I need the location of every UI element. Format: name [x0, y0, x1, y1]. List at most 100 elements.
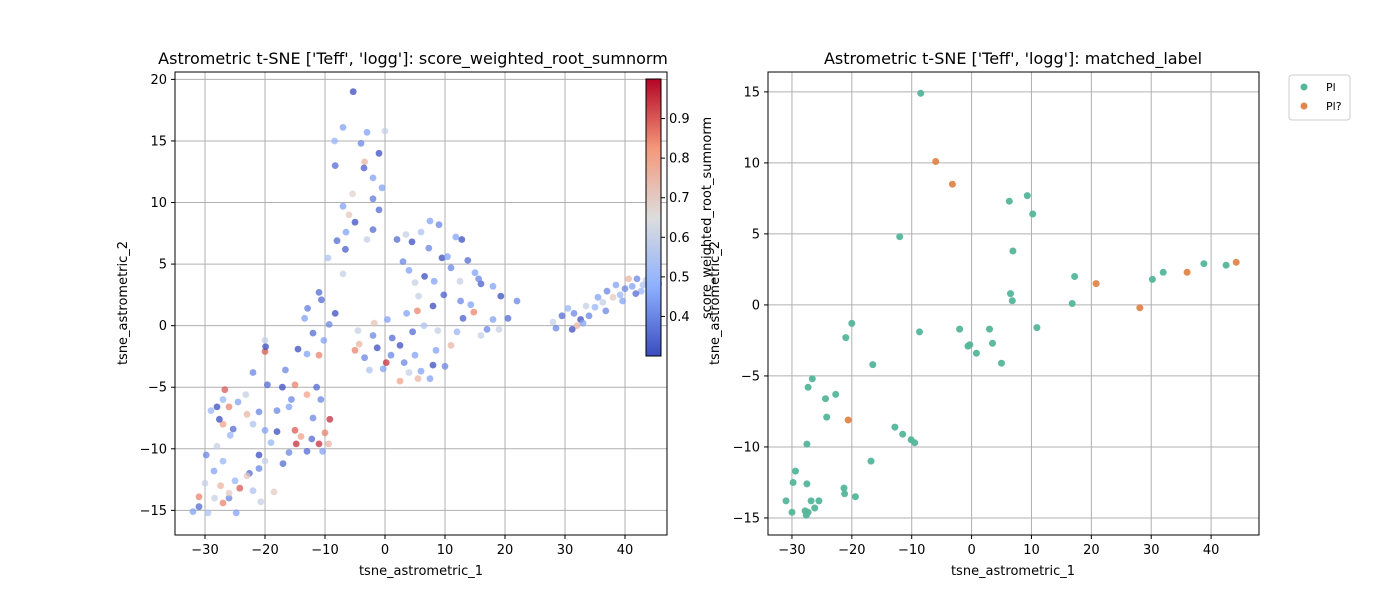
- data-point: [366, 366, 373, 374]
- colorbar: [645, 78, 662, 357]
- data-point: [303, 447, 311, 455]
- data-point: [811, 504, 819, 512]
- colorbar-tick-label: 0.7: [669, 191, 690, 206]
- data-point: [249, 420, 257, 428]
- colorbar-tick-label: 0.6: [669, 231, 690, 246]
- data-point: [1007, 290, 1014, 298]
- left-ytick-label: −5: [148, 381, 167, 396]
- data-point: [351, 346, 359, 354]
- data-point: [229, 425, 237, 433]
- data-point: [319, 447, 326, 455]
- data-point: [213, 442, 221, 450]
- data-point: [803, 480, 811, 488]
- data-point: [231, 477, 239, 485]
- data-point: [354, 327, 362, 334]
- data-point: [339, 202, 347, 210]
- data-point: [262, 343, 269, 350]
- data-point: [291, 426, 299, 434]
- data-point: [459, 314, 467, 322]
- data-point: [399, 258, 407, 265]
- data-point: [441, 362, 449, 370]
- data-point: [1008, 297, 1016, 305]
- data-point: [381, 127, 389, 135]
- data-point: [917, 89, 925, 97]
- data-point: [1159, 268, 1167, 276]
- data-point: [396, 377, 404, 385]
- data-point: [363, 236, 371, 243]
- data-point: [261, 426, 269, 434]
- right-xtick-label: −30: [778, 543, 805, 558]
- data-point: [464, 257, 472, 264]
- data-point: [483, 326, 491, 333]
- data-point: [211, 494, 219, 502]
- data-point: [261, 337, 269, 344]
- data-point: [896, 233, 904, 241]
- data-point: [349, 190, 356, 198]
- data-point: [513, 297, 521, 305]
- data-point: [815, 497, 823, 505]
- data-point: [444, 253, 451, 261]
- data-point: [457, 297, 464, 305]
- data-point: [417, 367, 425, 375]
- data-point: [294, 345, 302, 353]
- data-point: [429, 302, 437, 310]
- data-point: [349, 88, 357, 96]
- left-xtick-label: −20: [251, 543, 278, 558]
- data-point: [267, 439, 275, 446]
- left-xtick-label: −10: [311, 543, 338, 558]
- data-point: [405, 266, 413, 274]
- data-point: [321, 429, 329, 437]
- data-point: [207, 407, 215, 414]
- data-point: [369, 174, 377, 182]
- data-point: [989, 339, 996, 347]
- data-point: [213, 403, 221, 411]
- right-y-axis-label: tsne_astrometric_2: [708, 241, 723, 365]
- data-point: [1029, 210, 1037, 218]
- data-point: [324, 254, 332, 262]
- data-point: [273, 428, 281, 435]
- data-point: [972, 349, 980, 357]
- data-point: [789, 479, 797, 486]
- colorbar-tick-label: 0.8: [669, 152, 690, 167]
- right-xtick-label: 10: [1023, 543, 1040, 558]
- data-point: [842, 334, 850, 342]
- data-point: [414, 307, 421, 315]
- data-point: [425, 244, 433, 252]
- data-point: [405, 369, 413, 376]
- data-point: [285, 403, 293, 411]
- data-point: [489, 316, 497, 323]
- right-xtick-label: 20: [1083, 543, 1100, 558]
- data-point: [234, 398, 242, 406]
- data-point: [453, 328, 461, 336]
- data-point: [355, 340, 363, 348]
- data-point: [475, 275, 482, 283]
- data-point: [303, 391, 311, 398]
- data-point: [370, 319, 378, 327]
- left-ticks: −30 −20 −10 0 10 20 30 40 −15 −10 −5 0 5 10 15 20: [140, 73, 634, 558]
- data-point: [232, 509, 240, 517]
- data-point: [225, 494, 233, 502]
- data-point: [408, 238, 416, 246]
- data-point: [400, 359, 408, 366]
- data-point: [393, 236, 401, 243]
- data-point: [891, 423, 899, 431]
- data-point: [378, 184, 386, 192]
- left-ytick-label: −10: [140, 442, 167, 457]
- data-point: [823, 413, 831, 421]
- data-point: [417, 228, 425, 236]
- data-point: [236, 484, 244, 492]
- data-point: [489, 282, 497, 290]
- left-x-axis-label: tsne_astrometric_1: [359, 564, 483, 579]
- data-point: [375, 206, 383, 214]
- data-point: [345, 211, 353, 219]
- data-point: [409, 328, 416, 336]
- data-point: [315, 351, 323, 359]
- legend-box: [1288, 74, 1351, 121]
- data-point: [625, 275, 632, 283]
- data-point: [869, 361, 877, 369]
- data-point: [325, 440, 332, 448]
- legend-label-pl-uncertain: Pl?: [1326, 100, 1342, 113]
- data-point: [429, 361, 437, 369]
- data-point: [911, 439, 919, 447]
